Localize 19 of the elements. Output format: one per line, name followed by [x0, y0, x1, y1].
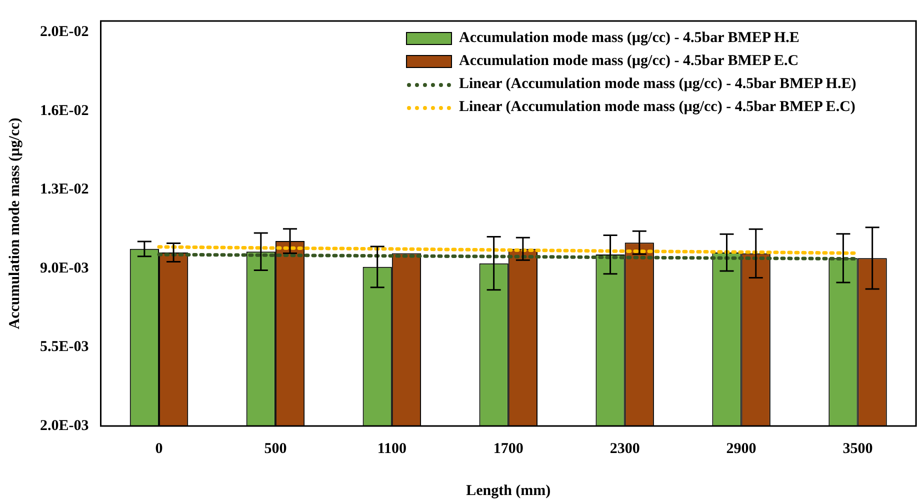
x-tick-label: 0 [155, 440, 163, 457]
x-tick-label: 3500 [842, 440, 873, 457]
y-tick-label: 1.6E-02 [40, 102, 89, 119]
y-tick-label: 9.0E-03 [40, 260, 89, 276]
x-tick-label: 1700 [493, 440, 524, 457]
y-tick-label: 2.0E-02 [40, 24, 89, 40]
x-tick-label: 1100 [377, 440, 407, 457]
legend-label: Accumulation mode mass (µg/cc) - 4.5bar BMEP H.E [459, 30, 800, 47]
x-axis-title: Length (mm) [466, 482, 551, 499]
legend-label: Linear (Accumulation mode mass (µg/cc) - 4.5bar BMEP E.C) [459, 99, 856, 116]
y-tick-label: 1.3E-02 [40, 182, 89, 198]
y-axis-title: Accumulation mode mass (µg/cc) [6, 118, 23, 330]
legend-label: Linear (Accumulation mode mass (µg/cc) - 4.5bar BMEP H.E) [459, 76, 856, 93]
x-tick-label: 500 [264, 440, 287, 457]
x-tick-label: 2900 [726, 440, 756, 457]
x-tick-label: 2300 [610, 440, 640, 457]
legend-label: Accumulation mode mass (µg/cc) - 4.5bar BMEP E.C [459, 53, 799, 70]
y-tick-label: 5.5E-03 [40, 339, 89, 356]
y-tick-label: 2.0E-03 [40, 418, 89, 434]
